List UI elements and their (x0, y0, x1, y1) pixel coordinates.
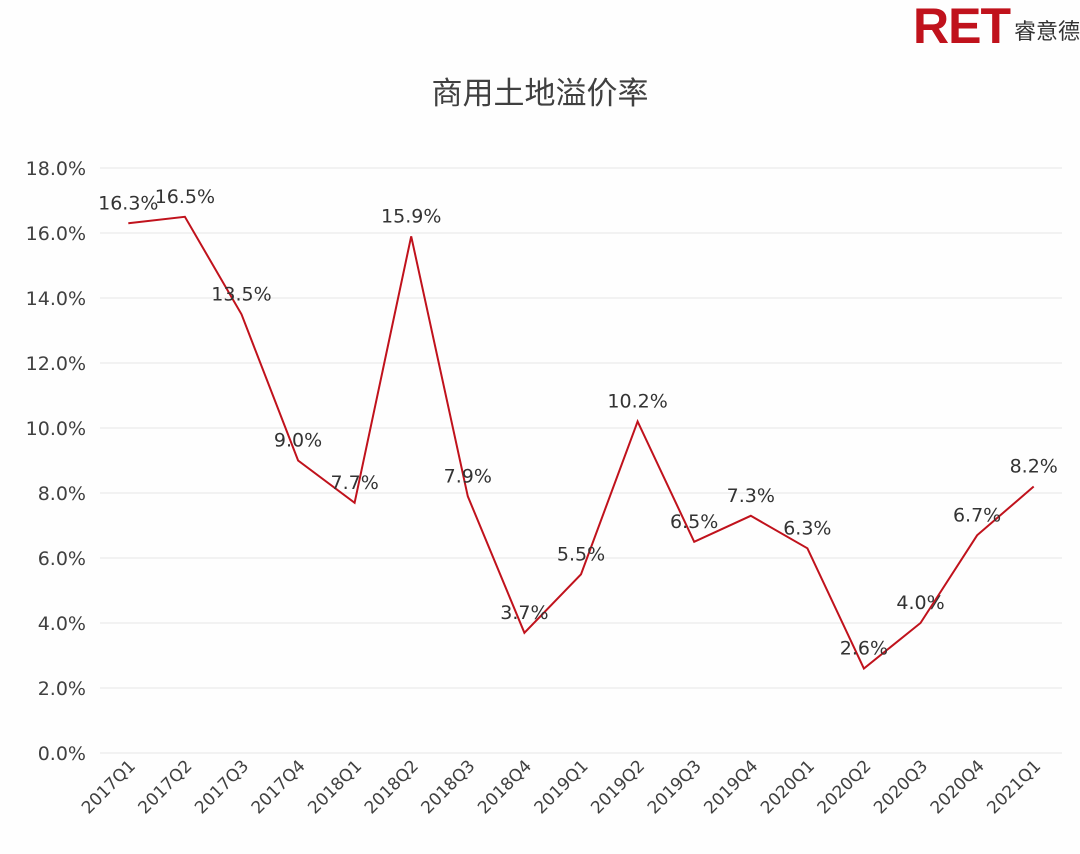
data-point (296, 459, 300, 463)
data-label: 9.0% (274, 430, 322, 452)
data-label: 8.2% (1010, 456, 1058, 478)
data-point (522, 631, 526, 635)
data-point (1032, 485, 1036, 489)
x-tick-label: 2017Q4 (248, 756, 310, 818)
x-tick-label: 2020Q2 (814, 756, 876, 818)
data-label: 10.2% (607, 391, 667, 413)
y-tick-label: 0.0% (38, 743, 86, 765)
x-tick-label: 2019Q2 (587, 756, 649, 818)
data-point (919, 621, 923, 625)
data-point (975, 533, 979, 537)
data-point (749, 514, 753, 518)
data-point (183, 215, 187, 219)
data-point (692, 540, 696, 544)
brand-logo: RET 睿意德 (912, 0, 1080, 54)
y-tick-label: 18.0% (26, 158, 86, 180)
x-tick-label: 2017Q1 (78, 756, 140, 818)
data-point (409, 234, 413, 238)
x-tick-label: 2019Q1 (531, 756, 593, 818)
y-tick-label: 4.0% (38, 613, 86, 635)
data-label: 16.5% (155, 186, 215, 208)
x-tick-label: 2020Q1 (757, 756, 819, 818)
chart-title: 商用土地溢价率 (431, 76, 649, 112)
data-point (126, 221, 130, 225)
x-tick-label: 2020Q4 (927, 756, 989, 818)
logo-brand-text: RET (912, 0, 1011, 54)
data-label: 6.5% (670, 511, 718, 533)
x-tick-label: 2018Q4 (474, 756, 536, 818)
x-tick-label: 2018Q1 (304, 756, 366, 818)
data-point (636, 420, 640, 424)
series-line (128, 215, 1035, 671)
x-tick-label: 2018Q3 (418, 756, 480, 818)
data-label: 16.3% (98, 192, 158, 214)
data-label: 6.7% (953, 504, 1001, 526)
data-label: 15.9% (381, 205, 441, 227)
y-tick-label: 8.0% (38, 483, 86, 505)
data-point (805, 546, 809, 550)
data-label: 2.6% (840, 638, 888, 660)
data-point (353, 501, 357, 505)
x-tick-label: 2017Q2 (135, 756, 197, 818)
y-tick-label: 10.0% (26, 418, 86, 440)
x-tick-label: 2019Q4 (700, 756, 762, 818)
data-label: 7.9% (444, 465, 492, 487)
x-tick-label: 2021Q1 (983, 756, 1045, 818)
data-label: 3.7% (500, 602, 548, 624)
y-tick-label: 2.0% (38, 678, 86, 700)
data-label: 7.7% (331, 472, 379, 494)
y-tick-label: 16.0% (26, 223, 86, 245)
data-label: 5.5% (557, 543, 605, 565)
logo-sub-text: 睿意德 (1013, 20, 1080, 45)
data-label: 7.3% (727, 485, 775, 507)
data-point (579, 572, 583, 576)
x-tick-label: 2019Q3 (644, 756, 706, 818)
data-label: 4.0% (896, 592, 944, 614)
data-label: 6.3% (783, 517, 831, 539)
y-tick-label: 6.0% (38, 548, 86, 570)
data-point (466, 494, 470, 498)
x-tick-label: 2017Q3 (191, 756, 253, 818)
x-tick-label: 2020Q3 (870, 756, 932, 818)
x-tick-label: 2018Q2 (361, 756, 423, 818)
y-tick-label: 12.0% (26, 353, 86, 375)
data-point (239, 312, 243, 316)
data-label: 13.5% (211, 283, 271, 305)
y-tick-label: 14.0% (26, 288, 86, 310)
data-point (862, 667, 866, 671)
